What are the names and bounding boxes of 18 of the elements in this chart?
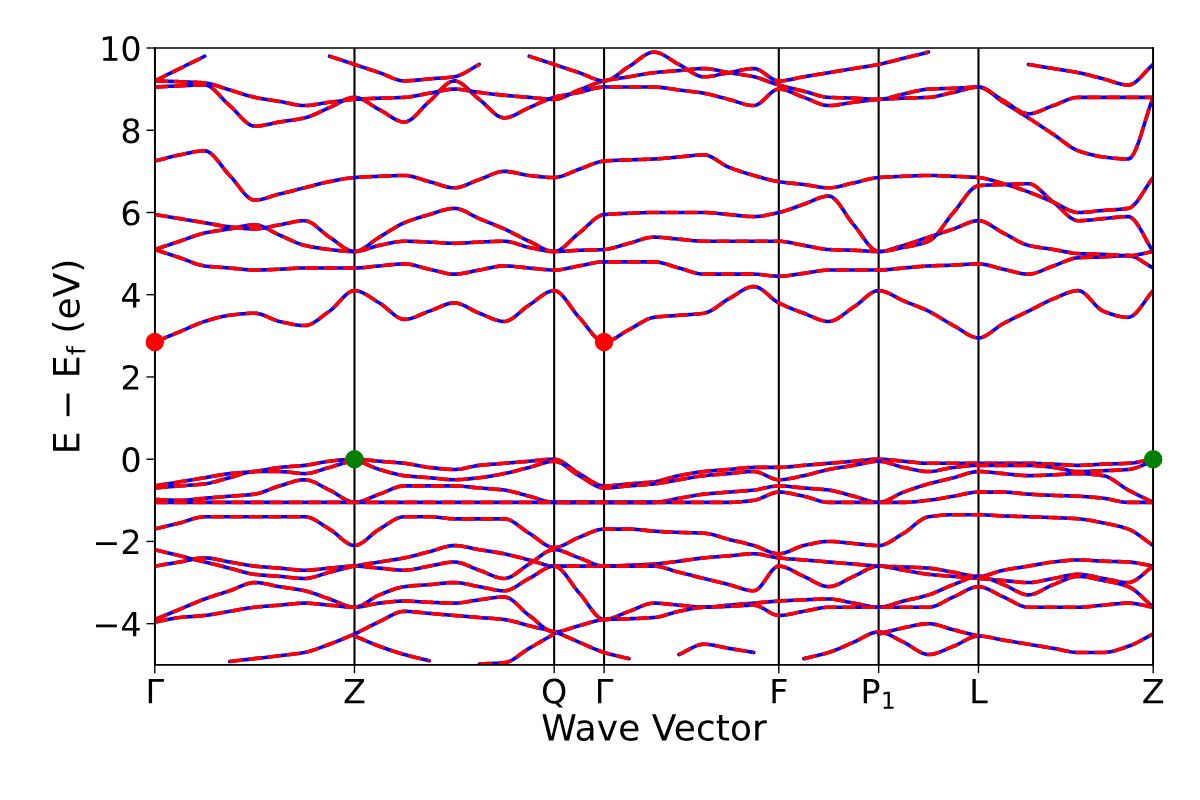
x-tick-label: Γ xyxy=(598,679,614,704)
y-tick-label: 10 xyxy=(102,35,140,62)
y-tick-label: 4 xyxy=(122,283,140,308)
x-tick-label: L xyxy=(972,679,988,704)
x-tick-label: P$_{1}$ xyxy=(863,678,894,709)
y-tick-label: 2 xyxy=(122,364,139,390)
x-tick-label: Z xyxy=(344,679,365,704)
y-tick-label: 8 xyxy=(122,118,140,144)
y-tick-label: −4 xyxy=(96,612,140,637)
y-tick-label: 0 xyxy=(122,447,140,473)
y-axis-title: E − E$_{f}$ (eV) xyxy=(51,261,86,451)
x-tick-label: F xyxy=(772,679,787,704)
x-tick-label: Z xyxy=(1143,679,1164,704)
x-tick-label: Q xyxy=(542,678,566,708)
y-tick-label: −2 xyxy=(96,529,139,555)
x-axis-title: Wave Vector xyxy=(542,714,767,741)
y-tick-label: 6 xyxy=(122,200,140,226)
x-tick-label: Γ xyxy=(148,679,164,704)
